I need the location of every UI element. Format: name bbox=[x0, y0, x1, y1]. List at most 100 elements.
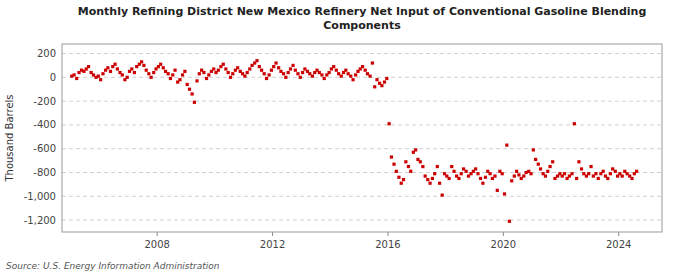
point bbox=[186, 83, 189, 86]
source-annotation: Source: U.S. Energy Information Administ… bbox=[6, 261, 220, 271]
point bbox=[287, 71, 290, 74]
point bbox=[546, 170, 549, 173]
point bbox=[575, 177, 578, 180]
point bbox=[448, 177, 451, 180]
point bbox=[522, 174, 525, 177]
point bbox=[222, 63, 225, 66]
point bbox=[282, 72, 285, 75]
point bbox=[258, 65, 261, 68]
point bbox=[248, 67, 251, 70]
title: Monthly Refining District New Mexico Ref… bbox=[78, 5, 647, 32]
grid-line bbox=[62, 148, 662, 149]
point bbox=[255, 59, 258, 62]
y-tick-label: 200 bbox=[37, 48, 56, 59]
x-tick bbox=[272, 232, 273, 236]
point bbox=[205, 77, 208, 80]
point bbox=[395, 170, 398, 173]
x-tick bbox=[503, 232, 504, 236]
point bbox=[539, 167, 542, 170]
point bbox=[140, 60, 143, 63]
point bbox=[493, 174, 496, 177]
point bbox=[392, 163, 395, 166]
y-tick-label: -600 bbox=[33, 143, 56, 154]
point bbox=[436, 165, 439, 168]
y-tick-label: -400 bbox=[33, 119, 56, 130]
point bbox=[484, 176, 487, 179]
point bbox=[173, 69, 176, 72]
point bbox=[212, 67, 215, 70]
point bbox=[375, 78, 378, 81]
y-tick-label: -800 bbox=[33, 167, 56, 178]
grid-line bbox=[62, 53, 662, 54]
point bbox=[465, 170, 468, 173]
x-tick-label: 2024 bbox=[606, 239, 631, 250]
point bbox=[551, 160, 554, 163]
point bbox=[99, 78, 102, 81]
title-line: Components bbox=[323, 19, 401, 32]
point bbox=[193, 101, 196, 104]
point bbox=[113, 63, 116, 66]
point bbox=[195, 79, 198, 82]
point bbox=[320, 73, 323, 76]
point bbox=[594, 172, 597, 175]
point bbox=[188, 88, 191, 91]
point bbox=[428, 182, 431, 185]
point bbox=[274, 61, 277, 64]
point bbox=[178, 78, 181, 81]
point bbox=[335, 69, 338, 72]
point bbox=[351, 78, 354, 81]
point bbox=[299, 76, 302, 79]
grid-line bbox=[62, 220, 662, 221]
point bbox=[167, 72, 170, 75]
point bbox=[152, 71, 155, 74]
point bbox=[246, 71, 249, 74]
point bbox=[544, 174, 547, 177]
point bbox=[438, 182, 441, 185]
point bbox=[503, 192, 506, 195]
grid bbox=[62, 54, 662, 221]
point bbox=[390, 155, 393, 158]
point bbox=[277, 66, 280, 69]
point bbox=[207, 73, 210, 76]
point bbox=[75, 77, 78, 80]
point bbox=[532, 148, 535, 151]
point bbox=[517, 173, 520, 176]
point bbox=[508, 220, 511, 223]
y-ticks: -1,200-1,000-800-600-400-2000200 bbox=[24, 48, 56, 226]
point bbox=[169, 77, 172, 80]
point bbox=[609, 172, 612, 175]
point bbox=[236, 66, 239, 69]
point bbox=[101, 72, 104, 75]
point bbox=[452, 170, 455, 173]
x-tick-label: 2016 bbox=[375, 239, 400, 250]
grid-line bbox=[62, 101, 662, 102]
x-tick bbox=[387, 232, 388, 236]
point bbox=[424, 174, 427, 177]
point bbox=[268, 73, 271, 76]
point bbox=[513, 174, 516, 177]
y-tick-label: -1,000 bbox=[24, 191, 56, 202]
point bbox=[621, 174, 624, 177]
point bbox=[474, 167, 477, 170]
point bbox=[97, 75, 100, 78]
point bbox=[529, 172, 532, 175]
point bbox=[397, 176, 400, 179]
point bbox=[402, 178, 405, 181]
y-axis-label: Thousand Barrels bbox=[4, 94, 15, 182]
point bbox=[479, 177, 482, 180]
point bbox=[291, 64, 294, 67]
point bbox=[301, 71, 304, 74]
point bbox=[537, 163, 540, 166]
point bbox=[476, 172, 479, 175]
point bbox=[323, 77, 326, 80]
x-tick bbox=[157, 232, 158, 236]
point bbox=[414, 148, 417, 151]
point bbox=[496, 189, 499, 192]
point bbox=[272, 65, 275, 68]
point bbox=[371, 61, 374, 64]
point bbox=[227, 71, 230, 74]
point bbox=[635, 170, 638, 173]
point bbox=[404, 160, 407, 163]
point bbox=[224, 67, 227, 70]
point bbox=[198, 72, 201, 75]
